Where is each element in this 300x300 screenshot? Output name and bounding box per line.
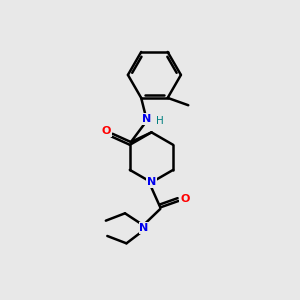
Text: N: N bbox=[142, 114, 152, 124]
Text: N: N bbox=[140, 223, 149, 233]
Text: N: N bbox=[147, 177, 156, 188]
Text: O: O bbox=[101, 126, 111, 136]
Text: O: O bbox=[180, 194, 190, 204]
Text: H: H bbox=[155, 116, 163, 126]
